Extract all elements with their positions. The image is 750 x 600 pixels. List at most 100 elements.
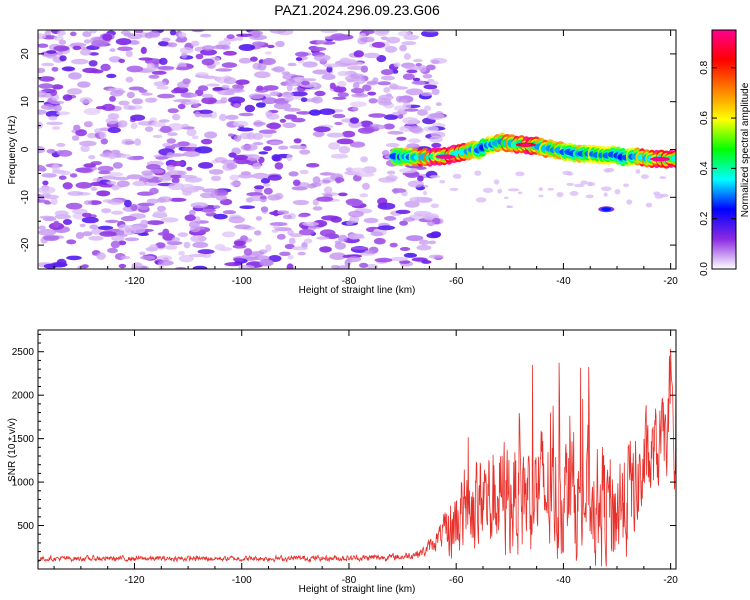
spectrogram-cell <box>160 125 172 133</box>
spectrogram-cell <box>430 203 439 209</box>
spectrogram-y-label: Frequency (Hz) <box>7 116 18 185</box>
spectrogram-cell <box>391 188 407 193</box>
spectrogram-cell <box>372 124 386 130</box>
spectrogram-cell <box>130 122 138 130</box>
spectrogram-cell <box>252 41 265 46</box>
spectrogram-cell <box>423 84 438 90</box>
spectrogram-cell <box>233 135 242 142</box>
spectrogram-cell <box>53 104 62 112</box>
spectrogram-cell <box>81 264 89 269</box>
spectrogram-cell <box>38 83 54 89</box>
spectrogram-cell <box>263 85 279 91</box>
spectrogram-cell <box>57 30 66 36</box>
spectrogram-cell <box>141 170 154 176</box>
spectrogram-cell <box>254 230 262 236</box>
spectrogram-cell <box>79 223 86 228</box>
spectrogram-cell <box>240 144 258 151</box>
spectrogram-cell <box>191 135 199 140</box>
spectrogram-cell <box>392 111 401 116</box>
spectrogram-cell <box>400 99 408 103</box>
spectrogram-cell <box>336 138 354 145</box>
spectrogram-cell <box>293 76 306 83</box>
spectrogram-cell <box>38 186 56 194</box>
spectrogram-cell <box>659 176 667 180</box>
spectrogram-cell <box>44 201 52 205</box>
spectrogram-cell <box>274 192 284 200</box>
spectrogram-cell <box>157 66 175 70</box>
spectrogram-cell <box>101 208 112 214</box>
spectrogram-cell <box>117 120 128 128</box>
spectrogram-cell <box>228 216 245 224</box>
spectrogram-cell <box>221 84 230 89</box>
spectrogram-cell <box>282 122 297 129</box>
spectrogram-cell <box>316 196 334 202</box>
spectrogram-cell <box>670 155 676 162</box>
spectrogram-cell <box>233 154 248 160</box>
spectrogram-cell <box>215 194 228 201</box>
spectrogram-cell <box>83 121 93 128</box>
spectrogram-cell <box>603 168 611 173</box>
spectrogram-cell <box>422 30 440 33</box>
spectrogram-cell <box>66 239 77 245</box>
spectrogram-cell <box>234 224 252 230</box>
spectrogram-cell <box>88 200 102 206</box>
spectrogram-cell <box>232 244 247 249</box>
spectrogram-cell <box>100 138 109 145</box>
spectrogram-cell <box>71 135 80 141</box>
spectrogram-cell <box>390 256 408 262</box>
spectrogram-cell <box>332 113 346 119</box>
spectrogram-cell <box>259 195 267 200</box>
spectrogram-cell <box>151 70 167 75</box>
spectrogram-cell <box>362 182 370 190</box>
spectrogram-cell <box>171 143 183 148</box>
spectrogram-cell <box>417 109 428 116</box>
spectrogram-cell <box>308 109 322 116</box>
spectrogram-cell <box>288 171 299 177</box>
spectrogram-cell <box>58 175 67 180</box>
spectrogram-cell <box>431 142 442 148</box>
spectrogram-cell <box>357 127 375 134</box>
spectrogram-cell <box>332 96 347 100</box>
spectrogram-cell <box>206 83 220 87</box>
spectrogram-cell <box>99 131 107 139</box>
spectrogram-cell <box>287 62 297 67</box>
spectrogram-cell <box>140 219 149 226</box>
spectrogram-cell <box>497 188 503 194</box>
spectrogram-cell <box>363 30 375 35</box>
colorbar: 0.0 0.2 0.4 0.6 0.8 Normalized spectral ampl… <box>699 29 750 276</box>
colorbar-tick-label: 0.0 <box>699 262 710 276</box>
spectrogram-cell <box>283 107 301 112</box>
spectrogram-cell <box>378 177 397 183</box>
spectrogram-cell <box>277 210 290 215</box>
spectrogram-cell <box>333 86 347 93</box>
spectrogram-cell <box>482 187 494 193</box>
spectrogram-cell <box>75 182 93 189</box>
spectrogram-cell <box>62 182 73 190</box>
spectrogram-cell <box>171 113 181 121</box>
spectrogram-x-tick-label: -20 <box>663 276 678 287</box>
spectrogram-cell <box>107 199 124 205</box>
spectrogram-cell <box>269 30 287 34</box>
spectrogram-cell <box>292 199 310 206</box>
spectrogram-cell <box>520 143 531 147</box>
spectrogram-cell <box>323 63 341 68</box>
spectrogram-cell <box>252 142 264 146</box>
spectrogram-cell <box>566 182 574 186</box>
spectrogram-cell <box>111 235 125 241</box>
spectrogram-cell <box>380 69 394 76</box>
spectrogram-cell <box>238 57 252 64</box>
spectrogram-cell <box>70 42 87 48</box>
spectrogram-cell <box>50 197 58 206</box>
spectrogram-cell <box>269 222 288 227</box>
spectrogram-cell <box>238 112 254 117</box>
spectrogram-cell <box>418 239 430 246</box>
spectrogram-cell <box>337 80 347 88</box>
spectrogram-cell <box>264 51 272 55</box>
colorbar-tick-label: 0.2 <box>699 211 710 225</box>
spectrogram-cell <box>109 95 116 102</box>
spectrogram-cell <box>653 191 661 196</box>
spectrogram-cell <box>402 217 416 222</box>
spectrogram-cell <box>221 231 236 238</box>
spectrogram-cell <box>573 183 585 188</box>
